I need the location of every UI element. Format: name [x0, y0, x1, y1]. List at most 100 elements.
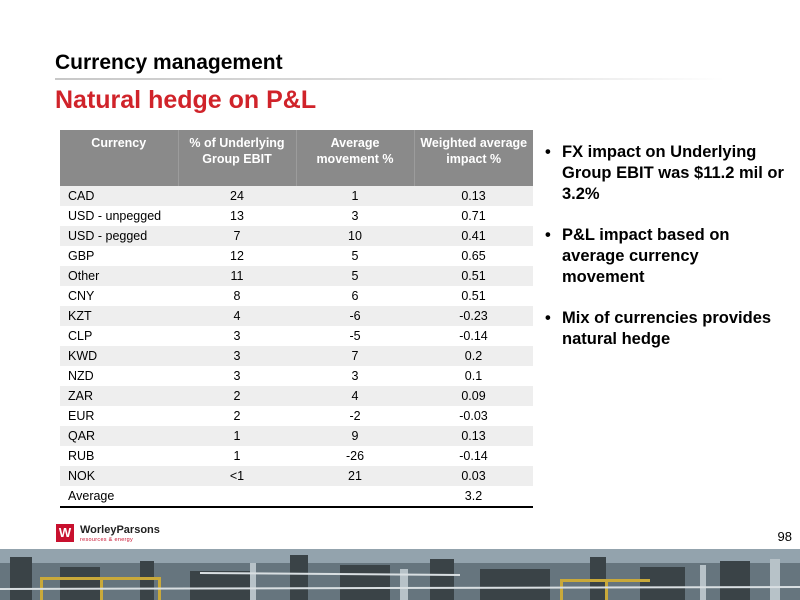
cell-empty — [178, 486, 296, 508]
table-row: EUR 2 -2 -0.03 — [60, 406, 533, 426]
cell-avg-movement: 21 — [296, 466, 414, 486]
table-row: KWD 3 7 0.2 — [60, 346, 533, 366]
currency-table: Currency % of Underlying Group EBIT Aver… — [60, 130, 533, 508]
table-row: NZD 3 3 0.1 — [60, 366, 533, 386]
cell-currency: QAR — [60, 426, 178, 446]
column-header-currency: Currency — [60, 130, 179, 186]
table-row: KZT 4 -6 -0.23 — [60, 306, 533, 326]
cell-weighted-impact: 0.51 — [414, 266, 533, 286]
cell-avg-movement: 10 — [296, 226, 414, 246]
cell-ebit-pct: <1 — [178, 466, 296, 486]
cell-weighted-impact: -0.14 — [414, 326, 533, 346]
bullet-text: FX impact on Underlying Group EBIT was $… — [562, 143, 784, 203]
currency-table-container: Currency % of Underlying Group EBIT Aver… — [60, 130, 533, 508]
cell-currency: KZT — [60, 306, 178, 326]
cell-avg-movement: -6 — [296, 306, 414, 326]
cell-empty — [296, 486, 414, 508]
bullet-icon: • — [545, 143, 551, 161]
cell-avg-movement: -26 — [296, 446, 414, 466]
key-points-list: • FX impact on Underlying Group EBIT was … — [545, 142, 785, 370]
cell-weighted-impact: 0.51 — [414, 286, 533, 306]
company-logo: W WorleyParsons resources & energy — [56, 524, 160, 544]
cell-ebit-pct: 13 — [178, 206, 296, 226]
column-header-avg-movement: Average movement % — [296, 130, 415, 186]
cell-ebit-pct: 3 — [178, 366, 296, 386]
cell-weighted-impact: 0.41 — [414, 226, 533, 246]
cell-avg-movement: 3 — [296, 206, 414, 226]
table-row: CLP 3 -5 -0.14 — [60, 326, 533, 346]
cell-ebit-pct: 4 — [178, 306, 296, 326]
cell-currency: NOK — [60, 466, 178, 486]
cell-ebit-pct: 2 — [178, 406, 296, 426]
cell-weighted-impact: 0.13 — [414, 186, 533, 206]
cell-avg-movement: 4 — [296, 386, 414, 406]
table-row: CAD 24 1 0.13 — [60, 186, 533, 206]
table-row: RUB 1 -26 -0.14 — [60, 446, 533, 466]
bullet-icon: • — [545, 309, 551, 327]
cell-weighted-impact: 0.1 — [414, 366, 533, 386]
cell-currency: ZAR — [60, 386, 178, 406]
title-divider — [55, 78, 725, 80]
bullet-text: P&L impact based on average currency mov… — [562, 226, 730, 286]
cell-weighted-impact: 0.71 — [414, 206, 533, 226]
cell-weighted-impact: -0.14 — [414, 446, 533, 466]
cell-avg-movement: 6 — [296, 286, 414, 306]
table-row: USD - unpegged 13 3 0.71 — [60, 206, 533, 226]
cell-ebit-pct: 1 — [178, 446, 296, 466]
logo-mark-icon: W — [56, 524, 74, 542]
cell-avg-movement: 5 — [296, 266, 414, 286]
bullet-icon: • — [545, 226, 551, 244]
cell-avg-movement: 7 — [296, 346, 414, 366]
table-row: GBP 12 5 0.65 — [60, 246, 533, 266]
cell-average-weighted: 3.2 — [414, 486, 533, 508]
cell-ebit-pct: 7 — [178, 226, 296, 246]
cell-ebit-pct: 3 — [178, 326, 296, 346]
column-header-ebit-pct: % of Underlying Group EBIT — [178, 130, 297, 186]
cell-avg-movement: -5 — [296, 326, 414, 346]
logo-wordmark: WorleyParsons — [80, 524, 160, 536]
cell-ebit-pct: 2 — [178, 386, 296, 406]
cell-currency: KWD — [60, 346, 178, 366]
bullet-item: • Mix of currencies provides natural hedg… — [545, 308, 785, 350]
cell-weighted-impact: 0.09 — [414, 386, 533, 406]
cell-avg-movement: 5 — [296, 246, 414, 266]
cell-weighted-impact: -0.23 — [414, 306, 533, 326]
cell-weighted-impact: 0.13 — [414, 426, 533, 446]
cell-weighted-impact: 0.65 — [414, 246, 533, 266]
table-row: Other 11 5 0.51 — [60, 266, 533, 286]
cell-currency: EUR — [60, 406, 178, 426]
cell-currency: CLP — [60, 326, 178, 346]
table-row: ZAR 2 4 0.09 — [60, 386, 533, 406]
cell-weighted-impact: -0.03 — [414, 406, 533, 426]
cell-currency: RUB — [60, 446, 178, 466]
cell-currency: GBP — [60, 246, 178, 266]
cell-avg-movement: 1 — [296, 186, 414, 206]
cell-ebit-pct: 3 — [178, 346, 296, 366]
cell-currency: CNY — [60, 286, 178, 306]
table-row: USD - pegged 7 10 0.41 — [60, 226, 533, 246]
cell-average-label: Average — [60, 486, 178, 508]
cell-currency: CAD — [60, 186, 178, 206]
cell-avg-movement: -2 — [296, 406, 414, 426]
cell-weighted-impact: 0.03 — [414, 466, 533, 486]
table-row: NOK <1 21 0.03 — [60, 466, 533, 486]
cell-currency: USD - unpegged — [60, 206, 178, 226]
table-average-row: Average 3.2 — [60, 486, 533, 508]
cell-ebit-pct: 12 — [178, 246, 296, 266]
cell-weighted-impact: 0.2 — [414, 346, 533, 366]
page-number: 98 — [777, 529, 792, 544]
cell-ebit-pct: 11 — [178, 266, 296, 286]
bullet-item: • P&L impact based on average currency mo… — [545, 225, 785, 288]
logo-tagline: resources & energy — [80, 537, 134, 543]
table-row: QAR 1 9 0.13 — [60, 426, 533, 446]
cell-avg-movement: 9 — [296, 426, 414, 446]
cell-currency: Other — [60, 266, 178, 286]
industrial-plant-banner-image — [0, 549, 800, 600]
section-title: Currency management — [55, 51, 283, 74]
bullet-text: Mix of currencies provides natural hedge — [562, 309, 772, 348]
cell-avg-movement: 3 — [296, 366, 414, 386]
cell-ebit-pct: 24 — [178, 186, 296, 206]
cell-currency: USD - pegged — [60, 226, 178, 246]
cell-currency: NZD — [60, 366, 178, 386]
cell-ebit-pct: 1 — [178, 426, 296, 446]
